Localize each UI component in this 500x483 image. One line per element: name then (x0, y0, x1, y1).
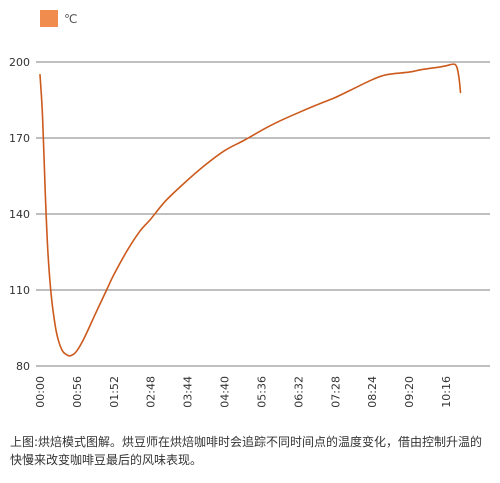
legend-swatch (40, 10, 58, 27)
x-tick-label: 10:16 (440, 376, 453, 408)
x-axis-ticks: 00:00 00:56 01:52 02:48 03:44 04:40 05:36 06:32… (34, 376, 453, 408)
x-tick-label: 09:20 (403, 376, 416, 408)
x-tick-label: 01:52 (108, 376, 121, 408)
grid-lines (36, 61, 490, 367)
x-tick-label: 06:32 (292, 376, 305, 408)
x-tick-label: 03:44 (182, 376, 195, 408)
y-tick-label: 80 (16, 360, 30, 373)
x-tick-label: 07:28 (329, 376, 342, 408)
y-tick-label: 110 (9, 284, 30, 297)
x-tick-label: 00:56 (71, 376, 84, 408)
y-axis-ticks: 80 110 140 170 200 (9, 56, 30, 373)
y-tick-label: 140 (9, 208, 30, 221)
figure-caption: 上图:烘焙模式图解。烘豆师在烘焙咖啡时会追踪不同时间点的温度变化，借由控制升温的… (10, 435, 483, 467)
x-tick-label: 00:00 (34, 376, 47, 408)
x-tick-label: 02:48 (145, 376, 158, 408)
line-chart: ℃ 80 110 140 170 200 00:00 00:56 01:52 02:48 03:… (9, 10, 490, 408)
legend-label: ℃ (64, 12, 77, 26)
x-tick-label: 08:24 (366, 376, 379, 408)
x-tick-label: 05:36 (255, 376, 268, 408)
temperature-line (39, 63, 462, 357)
y-tick-label: 200 (9, 56, 30, 69)
x-tick-label: 04:40 (219, 376, 232, 408)
y-tick-label: 170 (9, 132, 30, 145)
